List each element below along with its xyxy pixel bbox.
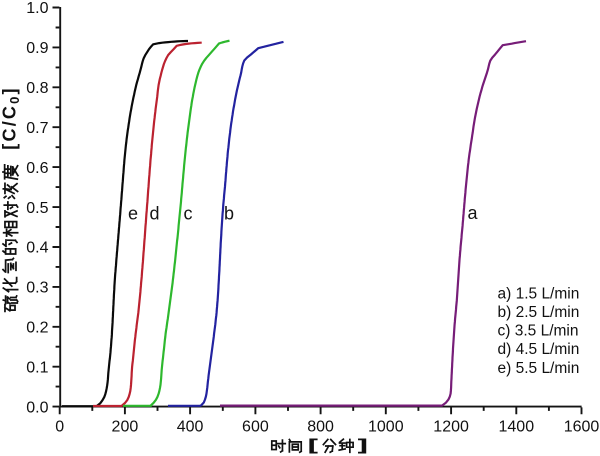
svg-text:200: 200 bbox=[112, 419, 139, 436]
svg-text:b: b bbox=[224, 204, 234, 224]
svg-text:0.6: 0.6 bbox=[26, 160, 48, 177]
svg-text:1400: 1400 bbox=[499, 419, 535, 436]
svg-text:1000: 1000 bbox=[368, 419, 404, 436]
svg-text:b) 2.5 L/min: b) 2.5 L/min bbox=[498, 304, 580, 321]
svg-text:0.4: 0.4 bbox=[26, 240, 48, 257]
svg-text:0.0: 0.0 bbox=[26, 399, 48, 416]
svg-text:1.0: 1.0 bbox=[26, 0, 48, 17]
svg-text:e: e bbox=[128, 204, 138, 224]
svg-text:e) 5.5 L/min: e) 5.5 L/min bbox=[498, 360, 580, 377]
svg-text:c) 3.5 L/min: c) 3.5 L/min bbox=[498, 323, 579, 340]
svg-text:d: d bbox=[150, 204, 160, 224]
svg-text:1600: 1600 bbox=[564, 419, 600, 436]
svg-text:0.9: 0.9 bbox=[26, 40, 48, 57]
svg-text:a) 1.5 L/min: a) 1.5 L/min bbox=[498, 285, 580, 302]
svg-text:0.8: 0.8 bbox=[26, 80, 48, 97]
svg-text:0.1: 0.1 bbox=[26, 359, 48, 376]
svg-text:c: c bbox=[184, 204, 193, 224]
svg-text:600: 600 bbox=[242, 419, 269, 436]
svg-text:a: a bbox=[468, 203, 479, 223]
svg-text:400: 400 bbox=[177, 419, 204, 436]
svg-text:0.2: 0.2 bbox=[26, 320, 48, 337]
svg-text:0: 0 bbox=[55, 419, 64, 436]
svg-text:0.5: 0.5 bbox=[26, 200, 48, 217]
svg-text:1200: 1200 bbox=[433, 419, 469, 436]
svg-text:d) 4.5 L/min: d) 4.5 L/min bbox=[498, 341, 580, 358]
svg-text:0.3: 0.3 bbox=[26, 280, 48, 297]
svg-text:0.7: 0.7 bbox=[26, 120, 48, 137]
svg-text:800: 800 bbox=[307, 419, 334, 436]
